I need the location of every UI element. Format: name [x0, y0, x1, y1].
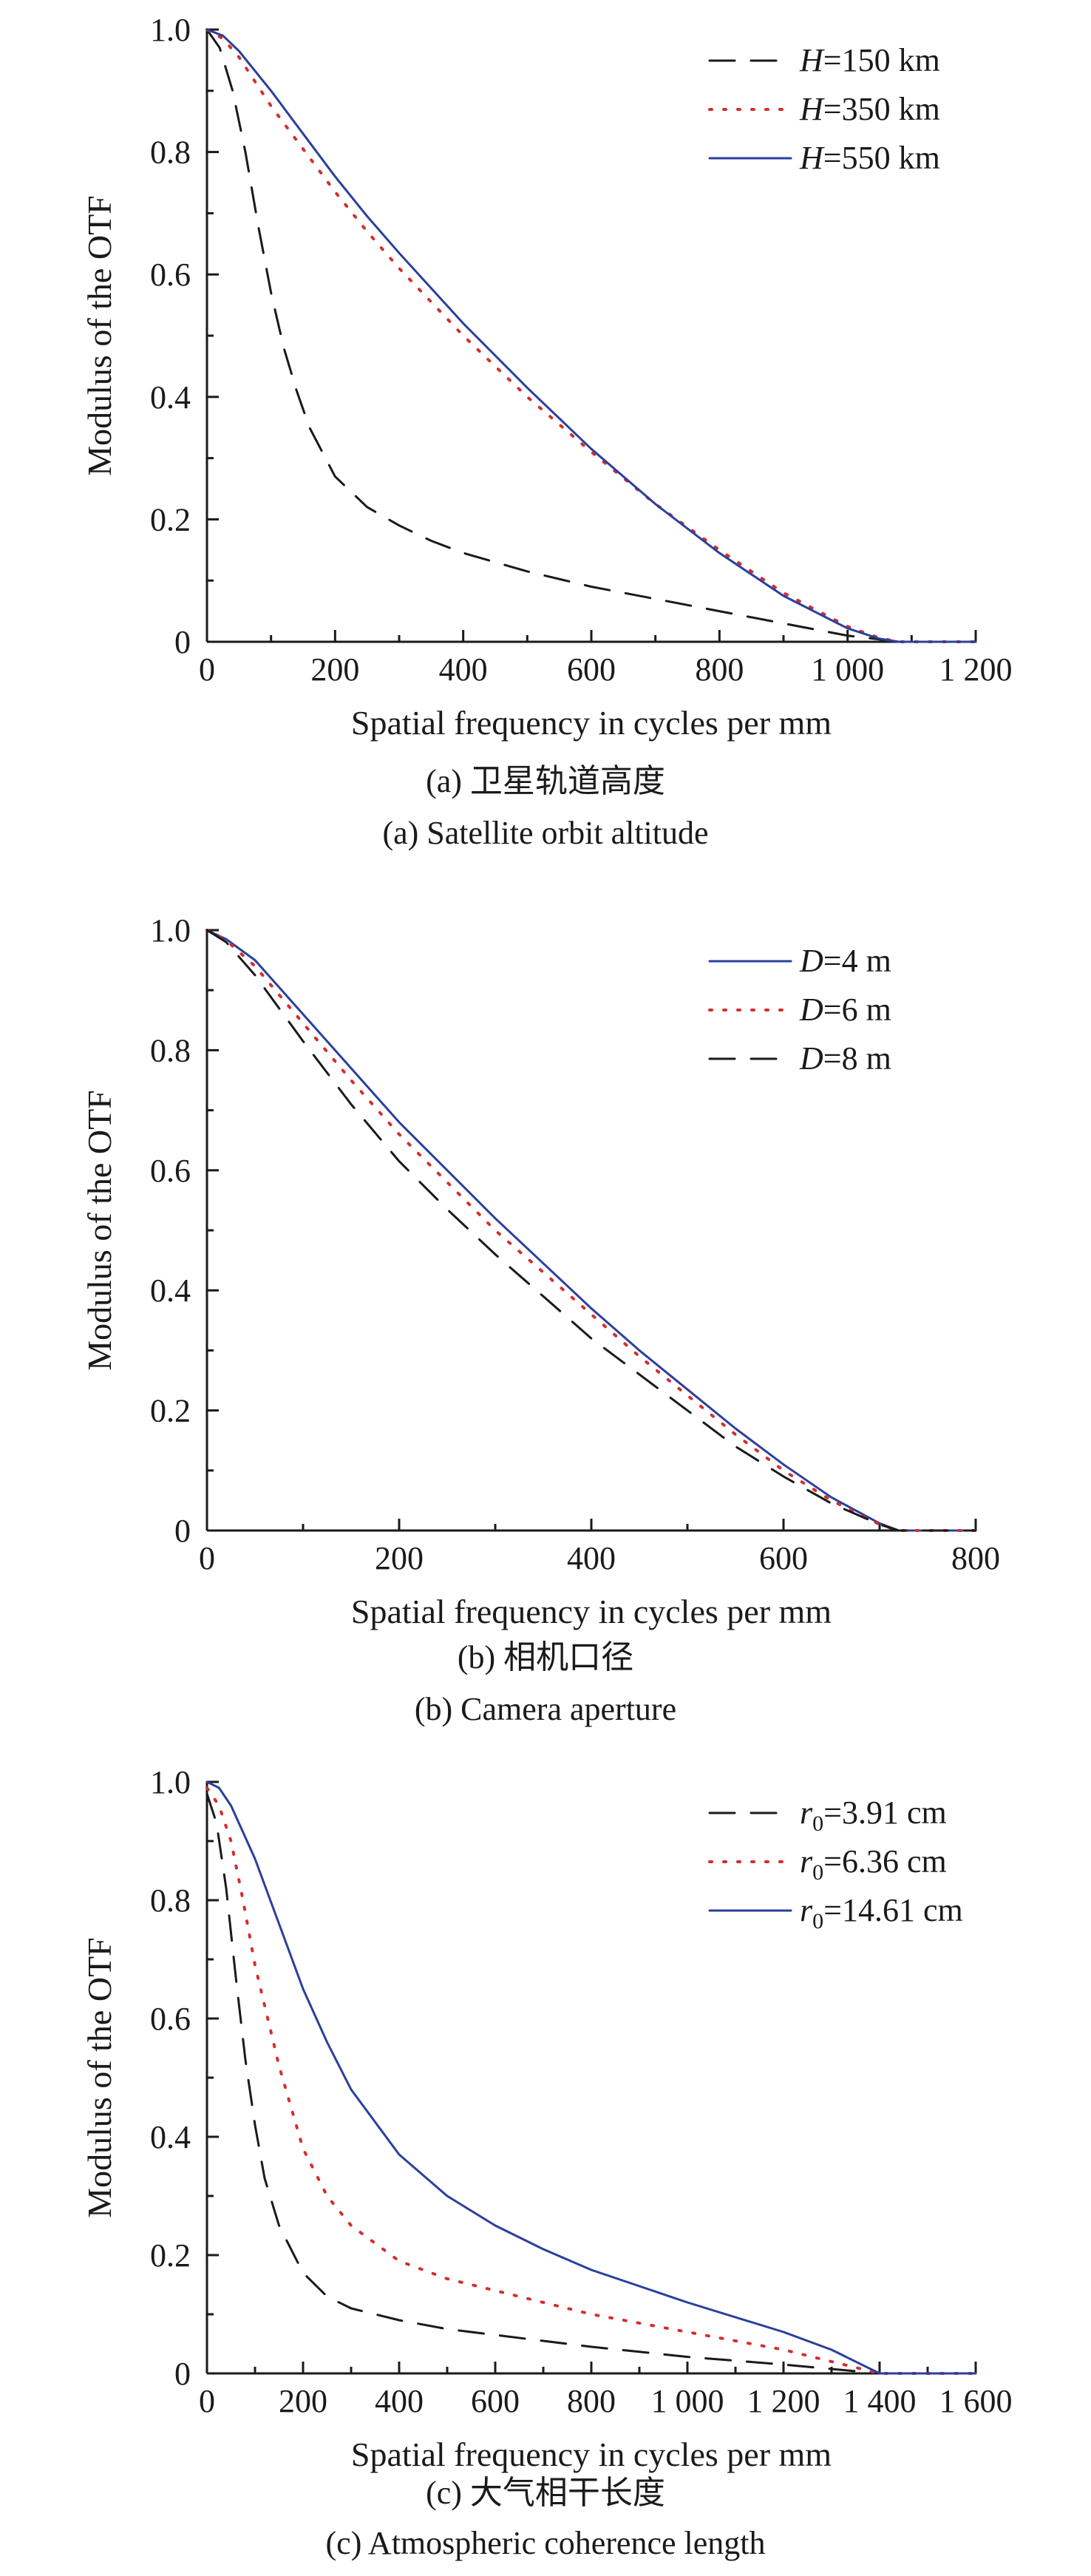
x-tick-label: 800	[695, 651, 744, 688]
legend-label-2: H=350 km	[799, 91, 940, 127]
x-tick-label: 200	[279, 2383, 327, 2419]
y-tick-label: 0.8	[150, 1882, 191, 1919]
caption-cn-c: (c) 大气相干长度	[426, 2475, 665, 2511]
x-tick-label: 600	[759, 1540, 808, 1576]
x-tick-label: 1 200	[939, 651, 1013, 688]
caption-en-c: (c) Atmospheric coherence length	[325, 2525, 766, 2561]
chart-panel-c: 0 0.2 0.4 0.6 0.8 1.0 0 200 400 600 800 1 000 1 200 1…	[81, 1764, 1013, 2473]
y-tick-label: 0.2	[150, 2237, 191, 2274]
y-tick-label: 0.8	[150, 1032, 191, 1068]
x-tick-label: 600	[567, 651, 616, 688]
legend-label-1: H=150 km	[799, 42, 940, 78]
series-line-2	[205, 929, 977, 1532]
y-tick-label: 1.0	[150, 12, 191, 48]
chart-panel-b: 0 0.2 0.4 0.6 0.8 1.0 0 200 400 600 800 Spatial fre…	[81, 912, 1000, 1630]
x-axis-title: Spatial frequency in cycles per mm	[351, 704, 832, 742]
y-tick-label: 0.2	[150, 501, 191, 538]
y-tick-label: 0.2	[150, 1393, 191, 1429]
legend-label-3: r0=14.61 cm	[800, 1892, 963, 1933]
legend-label-2: D=6 m	[799, 992, 891, 1028]
series-line-3	[205, 929, 977, 1532]
x-tick-label: 0	[199, 651, 215, 688]
x-tick-label: 0	[199, 1540, 215, 1576]
y-tick-label: 0	[174, 1513, 191, 1549]
y-axis-title: Modulus of the OTF	[81, 1090, 118, 1371]
x-tick-label: 1 400	[843, 2383, 917, 2419]
x-tick-label: 800	[951, 1540, 1000, 1576]
caption-en-b: (b) Camera aperture	[414, 1691, 677, 1727]
x-axis-title: Spatial frequency in cycles per mm	[351, 2436, 832, 2473]
y-tick-label: 0.6	[150, 1153, 191, 1189]
y-tick-label: 1.0	[150, 912, 191, 949]
y-tick-label: 1.0	[150, 1764, 191, 1800]
x-tick-label: 0	[199, 2383, 215, 2419]
x-tick-label: 600	[471, 2383, 520, 2419]
y-axis-title: Modulus of the OTF	[81, 195, 118, 476]
y-tick-label: 0.4	[150, 2119, 191, 2155]
series-line-1	[205, 1792, 977, 2375]
legend-label-3: D=8 m	[799, 1040, 891, 1077]
x-tick-label: 200	[375, 1540, 424, 1576]
series-line-1	[205, 929, 977, 1532]
legend-label-2: r0=6.36 cm	[800, 1843, 947, 1885]
y-tick-label: 0.6	[150, 2001, 191, 2037]
x-tick-label: 1 000	[811, 651, 884, 688]
series-line-1	[205, 28, 977, 643]
legend-label-1: r0=3.91 cm	[800, 1794, 947, 1836]
x-tick-label: 1 200	[747, 2383, 820, 2419]
y-tick-label: 0	[174, 624, 191, 660]
caption-cn-a: (a) 卫星轨道高度	[426, 763, 665, 799]
series-line-3	[205, 28, 977, 643]
y-tick-label: 0.4	[150, 1272, 191, 1309]
y-axis-title: Modulus of the OTF	[81, 1937, 118, 2218]
x-tick-label: 200	[310, 651, 359, 688]
y-tick-label: 0	[174, 2356, 191, 2392]
x-tick-label: 400	[567, 1540, 616, 1576]
caption-cn-b: (b) 相机口径	[457, 1639, 634, 1675]
caption-en-a: (a) Satellite orbit altitude	[382, 815, 709, 851]
x-axis-title: Spatial frequency in cycles per mm	[351, 1593, 832, 1630]
chart-panel-a: 0 0.2 0.4 0.6 0.8 1.0 0 200 400 600 800 1 000 1 200 S…	[81, 12, 1013, 742]
x-tick-label: 400	[375, 2383, 424, 2419]
y-tick-label: 0.6	[150, 257, 191, 293]
x-tick-label: 1 600	[939, 2383, 1013, 2419]
series-line-3	[205, 1780, 977, 2375]
y-tick-label: 0.4	[150, 379, 191, 416]
legend-label-1: D=4 m	[799, 943, 891, 979]
x-tick-label: 1 000	[651, 2383, 724, 2419]
y-tick-label: 0.8	[150, 135, 191, 171]
x-tick-label: 400	[439, 651, 488, 688]
legend-label-3: H=550 km	[799, 140, 940, 176]
x-tick-label: 800	[567, 2383, 616, 2419]
